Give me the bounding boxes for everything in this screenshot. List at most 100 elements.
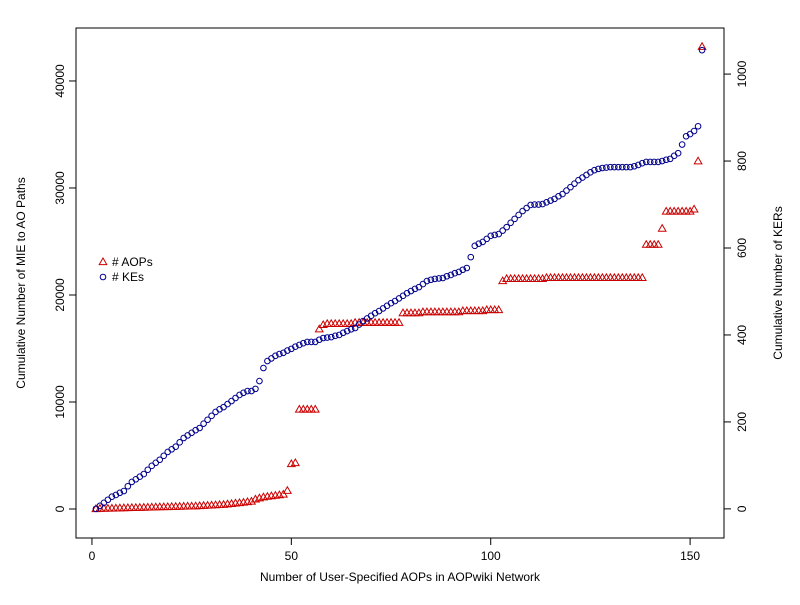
point bbox=[607, 163, 614, 171]
point bbox=[603, 164, 610, 171]
point bbox=[583, 171, 590, 179]
y2-tick-label: 400 bbox=[735, 325, 749, 345]
point bbox=[511, 215, 518, 223]
point bbox=[662, 156, 670, 164]
point bbox=[104, 496, 112, 504]
point bbox=[559, 190, 566, 198]
point bbox=[299, 339, 307, 347]
y-tick-label: 30000 bbox=[53, 171, 67, 205]
point bbox=[694, 122, 702, 130]
point bbox=[124, 482, 132, 490]
point bbox=[367, 312, 375, 320]
point bbox=[459, 266, 467, 274]
point bbox=[284, 347, 291, 354]
point bbox=[240, 389, 247, 397]
point bbox=[164, 448, 172, 456]
point bbox=[515, 211, 522, 219]
point bbox=[443, 272, 451, 280]
point bbox=[697, 41, 707, 50]
point bbox=[689, 204, 699, 213]
point bbox=[563, 187, 570, 194]
point bbox=[355, 321, 363, 328]
point bbox=[487, 232, 495, 240]
point bbox=[666, 155, 674, 163]
point bbox=[224, 400, 231, 408]
point bbox=[642, 158, 650, 166]
y-axis-label: Cumulative Number of MIE to AO Paths bbox=[14, 177, 28, 388]
point bbox=[116, 489, 124, 497]
point bbox=[654, 158, 662, 166]
point bbox=[575, 176, 582, 184]
point bbox=[176, 439, 183, 446]
x-tick-label: 150 bbox=[680, 549, 700, 563]
point bbox=[128, 478, 136, 486]
y2-tick-label: 1000 bbox=[735, 60, 749, 87]
point bbox=[491, 231, 499, 239]
y-tick-label: 40000 bbox=[53, 64, 67, 98]
point bbox=[658, 157, 666, 165]
point bbox=[379, 305, 387, 312]
point bbox=[451, 269, 459, 277]
x-axis-label: Number of User-Specified AOPs in AOPwiki… bbox=[260, 570, 541, 584]
point bbox=[314, 324, 324, 333]
point bbox=[619, 163, 626, 171]
point bbox=[246, 496, 257, 505]
point bbox=[204, 416, 211, 424]
point bbox=[136, 473, 144, 480]
point bbox=[272, 352, 279, 360]
point bbox=[626, 163, 634, 171]
legend-label: # KEs bbox=[112, 270, 144, 284]
point bbox=[347, 326, 355, 333]
point bbox=[331, 332, 339, 340]
point bbox=[260, 364, 267, 372]
point bbox=[188, 429, 195, 437]
point bbox=[567, 183, 574, 191]
point bbox=[591, 166, 598, 174]
point bbox=[290, 457, 300, 467]
y-tick-label: 0 bbox=[53, 505, 67, 512]
point bbox=[108, 493, 116, 500]
point bbox=[543, 199, 550, 206]
point bbox=[498, 276, 508, 285]
point bbox=[292, 343, 299, 350]
legend-marker bbox=[99, 273, 107, 281]
point bbox=[539, 200, 546, 208]
point bbox=[571, 180, 578, 187]
y2-tick-label: 600 bbox=[735, 238, 749, 258]
y2-tick-label: 200 bbox=[735, 412, 749, 432]
point bbox=[351, 324, 359, 332]
point bbox=[698, 46, 706, 54]
point bbox=[276, 350, 283, 358]
point bbox=[343, 327, 351, 335]
point bbox=[244, 387, 251, 395]
point bbox=[495, 230, 502, 238]
point bbox=[467, 253, 475, 261]
point bbox=[507, 219, 514, 227]
point bbox=[307, 338, 315, 346]
point bbox=[494, 304, 504, 314]
y2-axis-label: Cumulative Number of KERs bbox=[771, 206, 785, 359]
point bbox=[475, 240, 483, 247]
point bbox=[435, 275, 443, 282]
point bbox=[252, 385, 259, 393]
point bbox=[638, 159, 646, 167]
point bbox=[634, 161, 642, 169]
point bbox=[208, 412, 215, 420]
point bbox=[310, 404, 320, 413]
point bbox=[120, 487, 128, 495]
point bbox=[152, 459, 160, 467]
point bbox=[646, 158, 654, 166]
x-tick-label: 100 bbox=[481, 549, 501, 563]
point bbox=[148, 462, 156, 470]
point bbox=[323, 334, 331, 341]
point bbox=[144, 466, 152, 474]
point bbox=[256, 377, 263, 385]
point bbox=[411, 285, 419, 293]
point bbox=[264, 357, 271, 365]
point bbox=[168, 446, 176, 453]
point bbox=[160, 452, 168, 460]
point bbox=[427, 276, 435, 284]
point bbox=[439, 274, 447, 282]
